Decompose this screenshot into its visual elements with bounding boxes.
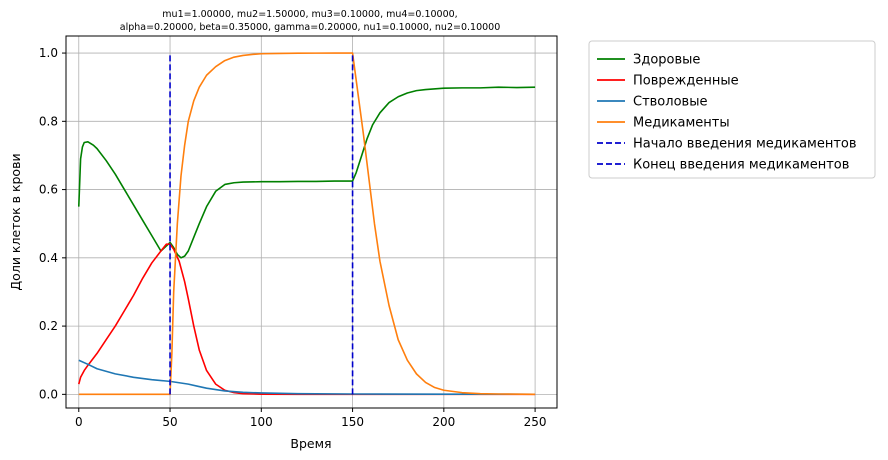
y-tick-label: 0.6 — [39, 183, 58, 197]
x-tick-label: 100 — [250, 415, 273, 429]
legend-label-2: Стволовые — [633, 95, 707, 110]
y-tick-label: 1.0 — [39, 46, 58, 60]
y-tick-label: 0.2 — [39, 319, 58, 333]
y-axis-label: Доли клеток в крови — [8, 153, 23, 290]
x-tick-label: 150 — [341, 415, 364, 429]
series-line-1 — [78, 243, 536, 396]
x-tick-label: 250 — [524, 415, 547, 429]
chart-title-line-2: alpha=0.20000, beta=0.35000, gamma=0.200… — [120, 22, 501, 33]
legend-label-4: Начало введения медикаментов — [633, 137, 857, 152]
plot-frame — [65, 35, 558, 409]
series-line-0 — [77, 86, 536, 259]
legend-label-1: Поврежденные — [633, 74, 739, 89]
y-tick-label: 0.0 — [39, 387, 58, 401]
legend-label-5: Конец введения медикаментов — [633, 158, 849, 173]
y-tick-label: 0.8 — [39, 114, 58, 128]
x-axis-label: Время — [290, 436, 331, 451]
series-line-3 — [78, 52, 536, 396]
x-tick-label: 0 — [75, 415, 83, 429]
y-axis-ticks: 0.0 0.2 0.4 0.6 0.8 1.0 — [39, 46, 66, 401]
legend-frame — [588, 40, 876, 179]
legend-label-3: Медикаменты — [633, 116, 730, 131]
legend: Здоровые Поврежденные Стволовые Медикаменты… — [588, 40, 876, 179]
series-lines — [77, 52, 536, 396]
x-tick-label: 200 — [432, 415, 455, 429]
series-line-2 — [78, 359, 536, 396]
legend-label-0: Здоровые — [633, 53, 700, 68]
grid-lines — [66, 36, 557, 408]
chart-title-line-1: mu1=1.00000, mu2=1.50000, mu3=0.10000, m… — [162, 9, 457, 20]
x-axis-ticks: 0 50 100 150 200 250 — [75, 408, 547, 429]
y-tick-label: 0.4 — [39, 251, 58, 265]
x-tick-label: 50 — [162, 415, 177, 429]
